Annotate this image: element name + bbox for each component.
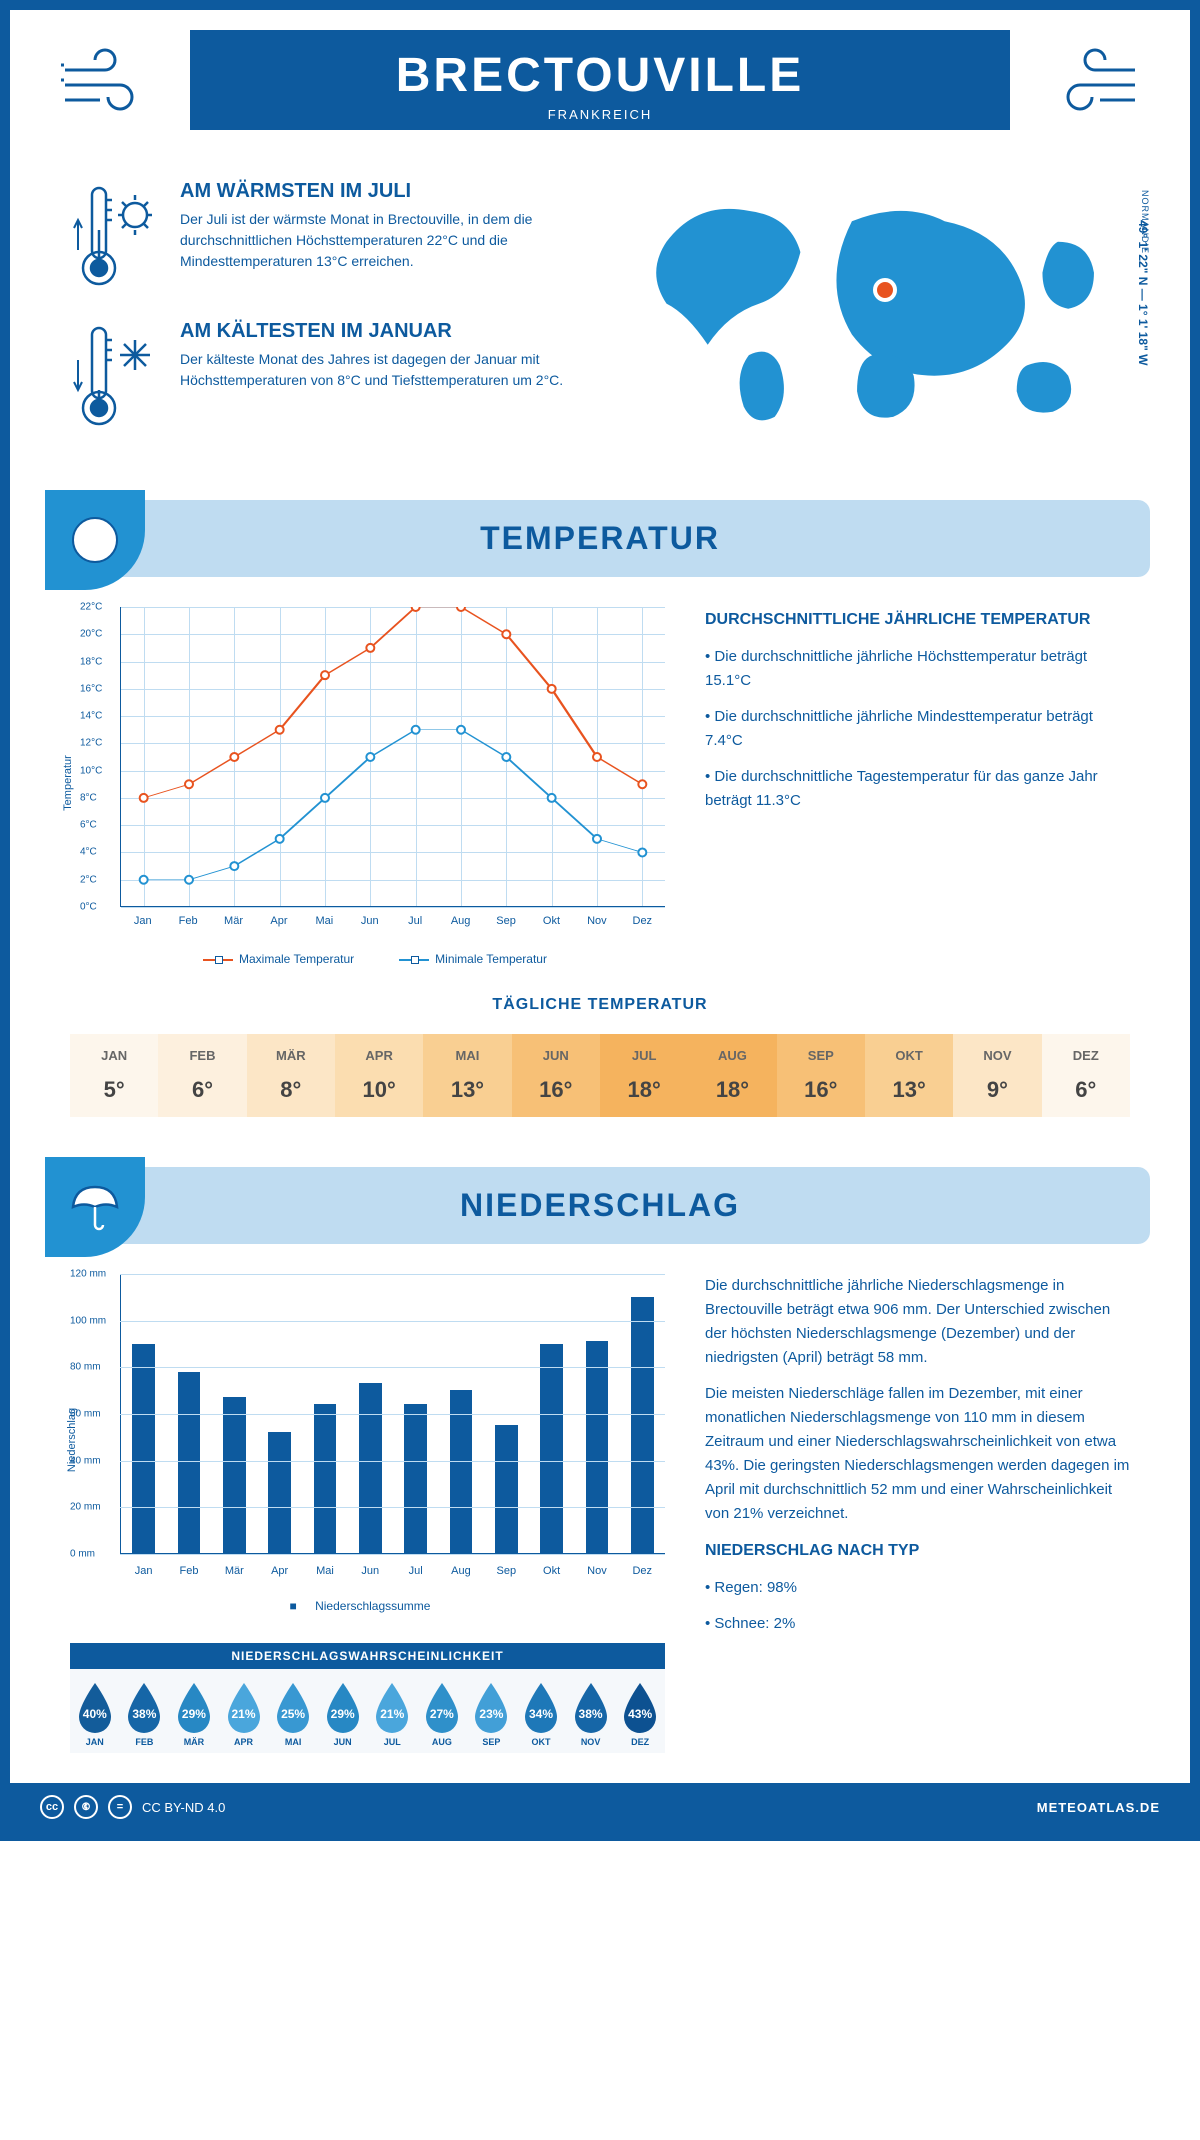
fact-title: AM KÄLTESTEN IM JANUAR [180,320,585,343]
temperature-info: DURCHSCHNITTLICHE JÄHRLICHE TEMPERATUR •… [705,607,1130,966]
map-column: NORMANDIE 49° 1' 22" N — 1° 1' 18" W [615,180,1130,460]
precipitation-info: Die durchschnittliche jährliche Niedersc… [705,1274,1130,1753]
page-container: BRECTOUVILLE FRANKREICH AM WÄRMSTEN IM J… [0,0,1200,1841]
drop-cell: 38%NOV [566,1681,616,1747]
temp-cell: JAN5° [70,1034,158,1117]
section-title: TEMPERATUR [50,520,1150,557]
fact-text: Der Juli ist der wärmste Monat in Brecto… [180,209,585,272]
temp-cell: MÄR8° [247,1034,335,1117]
temp-cell: JUN16° [512,1034,600,1117]
license: cc 🅮 = CC BY-ND 4.0 [40,1795,225,1819]
sun-icon [45,490,145,590]
drop-cell: 23%SEP [467,1681,517,1747]
location-marker-icon [870,275,900,310]
type-rain: • Regen: 98% [705,1576,1130,1600]
chart-legend: Maximale TemperaturMinimale Temperatur [70,952,665,966]
temp-cell: JUL18° [600,1034,688,1117]
precip-text: Die meisten Niederschläge fallen im Deze… [705,1382,1130,1526]
section-title: NIEDERSCHLAG [50,1187,1150,1224]
info-title: DURCHSCHNITTLICHE JÄHRLICHE TEMPERATUR [705,607,1130,633]
thermometer-sun-icon [70,180,160,295]
drop-cell: 38%FEB [120,1681,170,1747]
drop-cell: 21%JUL [367,1681,417,1747]
temperature-content: Temperatur 0°C2°C4°C6°C8°C10°C12°C14°C16… [10,607,1190,996]
fact-text: Der kälteste Monat des Jahres ist dagege… [180,349,585,391]
daily-temperature: TÄGLICHE TEMPERATUR JAN5°FEB6°MÄR8°APR10… [10,996,1190,1157]
temp-cell: APR10° [335,1034,423,1117]
drop-cell: 34%OKT [516,1681,566,1747]
precipitation-probability: NIEDERSCHLAGSWAHRSCHEINLICHKEIT 40%JAN38… [70,1643,665,1753]
nd-icon: = [108,1795,132,1819]
prob-title: NIEDERSCHLAGSWAHRSCHEINLICHKEIT [70,1643,665,1669]
daily-title: TÄGLICHE TEMPERATUR [70,996,1130,1014]
title-banner: BRECTOUVILLE FRANKREICH [190,30,1010,130]
temp-cell: FEB6° [158,1034,246,1117]
temp-cell: NOV9° [953,1034,1041,1117]
country-name: FRANKREICH [190,107,1010,122]
precipitation-chart: Niederschlag JanFebMärAprMaiJunJulAugSep… [70,1274,665,1753]
site-name: METEOATLAS.DE [1037,1800,1160,1815]
precip-text: Die durchschnittliche jährliche Niedersc… [705,1274,1130,1370]
info-bullet: • Die durchschnittliche Tagestemperatur … [705,765,1130,813]
info-bullet: • Die durchschnittliche jährliche Mindes… [705,705,1130,753]
bar-legend: ■ Niederschlagssumme [70,1599,665,1613]
temperature-chart: Temperatur 0°C2°C4°C6°C8°C10°C12°C14°C16… [70,607,665,966]
temperature-header: TEMPERATUR [50,500,1150,577]
umbrella-icon [45,1157,145,1257]
fact-title: AM WÄRMSTEN IM JULI [180,180,585,203]
drop-cell: 25%MAI [268,1681,318,1747]
warmest-fact: AM WÄRMSTEN IM JULI Der Juli ist der wär… [70,180,585,295]
coldest-fact: AM KÄLTESTEN IM JANUAR Der kälteste Mona… [70,320,585,435]
footer: cc 🅮 = CC BY-ND 4.0 METEOATLAS.DE [10,1783,1190,1831]
drop-cell: 43%DEZ [615,1681,665,1747]
temp-cell: DEZ6° [1042,1034,1130,1117]
temp-cell: OKT13° [865,1034,953,1117]
city-name: BRECTOUVILLE [190,48,1010,103]
drop-cell: 29%JUN [318,1681,368,1747]
wind-icon [60,45,160,120]
temp-cell: SEP16° [777,1034,865,1117]
y-axis-label: Temperatur [62,755,74,811]
facts-column: AM WÄRMSTEN IM JULI Der Juli ist der wär… [70,180,585,460]
temp-cell: MAI13° [423,1034,511,1117]
type-snow: • Schnee: 2% [705,1612,1130,1636]
coordinates: 49° 1' 22" N — 1° 1' 18" W [1136,220,1150,365]
license-text: CC BY-ND 4.0 [142,1800,225,1815]
drop-cell: 40%JAN [70,1681,120,1747]
drop-cell: 21%APR [219,1681,269,1747]
precipitation-content: Niederschlag JanFebMärAprMaiJunJulAugSep… [10,1274,1190,1783]
intro-section: AM WÄRMSTEN IM JULI Der Juli ist der wär… [10,160,1190,490]
wind-icon [1040,45,1140,120]
precipitation-header: NIEDERSCHLAG [50,1167,1150,1244]
thermometer-snow-icon [70,320,160,435]
header: BRECTOUVILLE FRANKREICH [10,10,1190,160]
type-title: NIEDERSCHLAG NACH TYP [705,1538,1130,1564]
temp-cell: AUG18° [688,1034,776,1117]
info-bullet: • Die durchschnittliche jährliche Höchst… [705,645,1130,693]
by-icon: 🅮 [74,1795,98,1819]
cc-icon: cc [40,1795,64,1819]
drop-cell: 29%MÄR [169,1681,219,1747]
drop-cell: 27%AUG [417,1681,467,1747]
